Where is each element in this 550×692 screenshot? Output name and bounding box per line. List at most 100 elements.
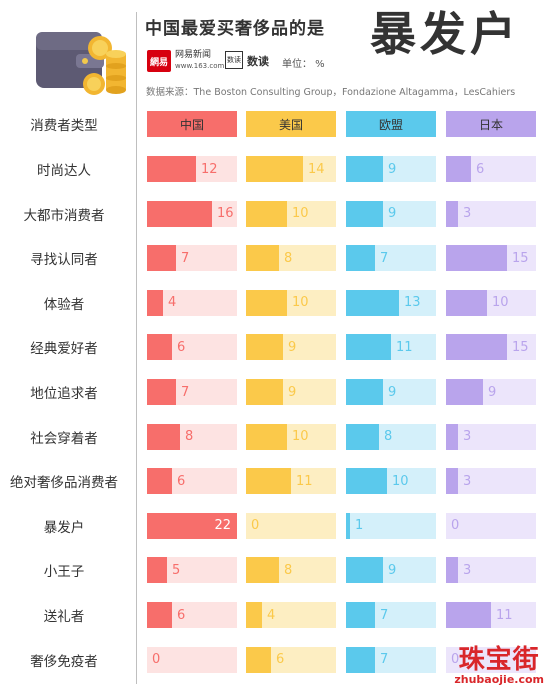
bar bbox=[446, 334, 507, 361]
bar bbox=[346, 468, 387, 495]
data-label: 13 bbox=[404, 295, 421, 311]
bar bbox=[346, 646, 375, 673]
netease-name: 网易新闻 bbox=[175, 50, 212, 60]
bar bbox=[147, 602, 172, 628]
category-label: 经典爱好者 bbox=[30, 341, 98, 358]
bar-track: 3 bbox=[446, 423, 536, 450]
row-header: 消费者类型 bbox=[30, 118, 98, 134]
data-label: 11 bbox=[496, 607, 513, 623]
bar-track: 10 bbox=[246, 423, 336, 450]
bar bbox=[246, 423, 287, 450]
watermark: 珠宝街 zhubaojie.com bbox=[454, 646, 544, 686]
bar-track: 7 bbox=[147, 379, 237, 405]
data-label: 10 bbox=[292, 295, 309, 311]
bar-track: 9 bbox=[446, 379, 536, 405]
bar-track: 0 bbox=[446, 512, 536, 539]
data-label: 3 bbox=[463, 429, 472, 445]
bar-track: 9 bbox=[246, 334, 336, 361]
netease-logo-text: 网易新闻 www.163.com bbox=[175, 50, 224, 72]
bar bbox=[346, 334, 391, 361]
bar-track: 9 bbox=[246, 379, 336, 405]
bar-track: 8 bbox=[346, 423, 436, 450]
data-label: 8 bbox=[384, 429, 393, 445]
bar-track: 9 bbox=[346, 200, 436, 227]
category-label: 送礼者 bbox=[43, 609, 85, 625]
bar-track: 9 bbox=[346, 557, 436, 584]
data-label: 9 bbox=[288, 339, 297, 355]
bar bbox=[446, 245, 507, 272]
data-label: 6 bbox=[177, 339, 186, 355]
data-label: 12 bbox=[201, 161, 218, 177]
data-label: 7 bbox=[380, 607, 389, 623]
bar bbox=[346, 423, 379, 450]
data-label: 0 bbox=[251, 518, 260, 534]
data-label: 3 bbox=[463, 473, 472, 489]
bar bbox=[346, 602, 375, 628]
bar-track: 0 bbox=[147, 646, 237, 673]
data-label: 10 bbox=[292, 206, 309, 222]
bar bbox=[246, 557, 279, 584]
bar-track: 0 bbox=[446, 646, 536, 673]
bar-track: 0 bbox=[246, 512, 336, 539]
bar bbox=[147, 200, 212, 227]
data-label: 9 bbox=[388, 562, 397, 578]
bar-track: 6 bbox=[147, 468, 237, 495]
series-header-0: 中国 bbox=[147, 111, 237, 137]
data-label: 7 bbox=[181, 384, 190, 400]
data-label: 0 bbox=[152, 652, 161, 668]
bar-track: 6 bbox=[147, 334, 237, 361]
bar-track: 4 bbox=[246, 602, 336, 628]
data-label: 15 bbox=[512, 250, 529, 266]
data-label: 7 bbox=[380, 652, 389, 668]
category-label: 寻找认同者 bbox=[30, 252, 98, 269]
category-label: 暴发户 bbox=[43, 519, 85, 536]
shudu-logo-icon: 数读 bbox=[225, 51, 243, 69]
header-divider bbox=[136, 12, 137, 684]
data-label: 6 bbox=[476, 161, 485, 177]
bar-track: 11 bbox=[446, 602, 536, 628]
bar bbox=[446, 423, 458, 450]
data-label: 16 bbox=[217, 206, 234, 222]
bar-track: 11 bbox=[246, 468, 336, 495]
unit-label: 单位： % bbox=[282, 59, 325, 70]
series-header-2: 欧盟 bbox=[346, 111, 436, 137]
series-header-3: 日本 bbox=[446, 111, 536, 137]
bar-track: 5 bbox=[147, 557, 237, 584]
data-label: 4 bbox=[267, 607, 276, 623]
bar bbox=[446, 468, 458, 495]
bar bbox=[346, 557, 383, 584]
data-label: 9 bbox=[388, 206, 397, 222]
data-label: 3 bbox=[463, 562, 472, 578]
bar-track: 16 bbox=[147, 200, 237, 227]
bar-track: 3 bbox=[446, 200, 536, 227]
data-label: 10 bbox=[492, 295, 509, 311]
data-label: 8 bbox=[185, 429, 194, 445]
bar bbox=[246, 334, 283, 361]
watermark-cn: 珠宝街 bbox=[458, 645, 540, 675]
bar-track: 9 bbox=[346, 379, 436, 405]
data-label: 10 bbox=[392, 473, 409, 489]
bar-track: 10 bbox=[246, 200, 336, 227]
bar-track: 7 bbox=[346, 602, 436, 628]
bar-track: 10 bbox=[246, 289, 336, 316]
data-label: 7 bbox=[380, 250, 389, 266]
category-label: 社会穿着者 bbox=[30, 430, 98, 447]
bar bbox=[446, 156, 471, 182]
bar-track: 4 bbox=[147, 289, 237, 316]
wallet-coins-icon bbox=[36, 32, 126, 95]
data-label: 22 bbox=[214, 518, 231, 534]
bar-track: 7 bbox=[147, 245, 237, 272]
bar-track: 10 bbox=[446, 289, 536, 316]
data-label: 15 bbox=[512, 339, 529, 355]
bar bbox=[446, 379, 483, 405]
data-label: 4 bbox=[168, 295, 177, 311]
category-label: 体验者 bbox=[43, 296, 85, 313]
data-label: 3 bbox=[463, 206, 472, 222]
shudu-label: 数读 bbox=[247, 55, 269, 68]
bar bbox=[246, 646, 271, 673]
bar-track: 15 bbox=[446, 245, 536, 272]
chart-title-highlight: 暴发户 bbox=[370, 7, 520, 61]
data-label: 5 bbox=[172, 562, 181, 578]
data-label: 9 bbox=[288, 384, 297, 400]
